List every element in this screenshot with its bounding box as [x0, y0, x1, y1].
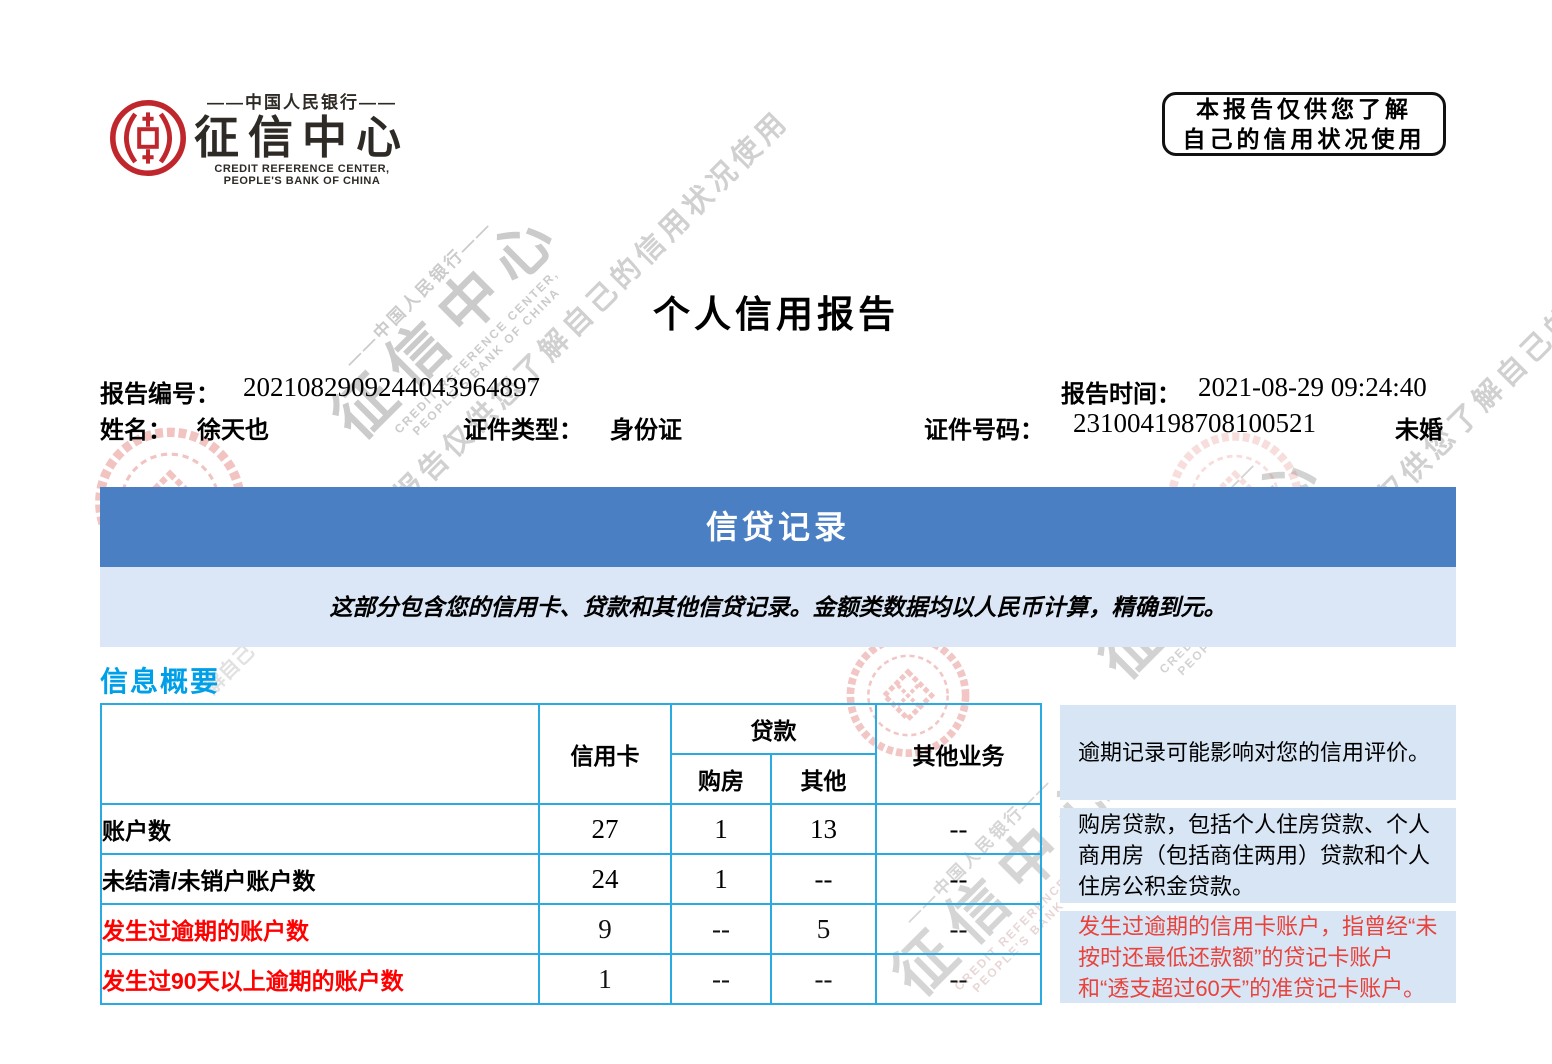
logo-center-name: 征信中心 [193, 112, 410, 163]
logo-bank-name: ——中国人民银行—— [207, 93, 397, 112]
id-type-label: 证件类型： [463, 417, 583, 444]
summary-table: 信用卡 贷款 其他业务 购房 其他 账户数 27 1 13 -- 未结清/未销户… [100, 703, 1042, 1005]
note-overdue-impact: 逾期记录可能影响对您的信用评价。 [1060, 705, 1456, 800]
col-header-loan-other: 其他 [770, 753, 877, 805]
table-row: 发生过90天以上逾期的账户数 1 -- -- -- [100, 953, 1042, 1005]
name-label: 姓名： [100, 417, 172, 444]
report-no-value: 2021082909244043964897 [243, 372, 540, 402]
pboc-emblem-icon [108, 98, 188, 183]
usage-notice-line2: 自己的信用状况使用 [1182, 126, 1426, 152]
logo-english-line2: PEOPLE'S BANK OF CHINA [223, 175, 381, 187]
usage-notice-box: 本报告仅供您了解 自己的信用状况使用 [1162, 92, 1446, 156]
report-no-label: 报告编号： [100, 381, 220, 408]
note-house-loan-definition: 购房贷款，包括个人住房贷款、个人商用房（包括商住两用）贷款和个人住房公积金贷款。 [1060, 808, 1456, 903]
usage-notice-line1: 本报告仅供您了解 [1196, 96, 1412, 122]
col-header-other-business: 其他业务 [875, 703, 1042, 805]
section-subtitle-band: 这部分包含您的信用卡、贷款和其他信贷记录。金额类数据均以人民币计算，精确到元。 [100, 567, 1456, 647]
id-no-label: 证件号码： [924, 417, 1044, 444]
logo-text-block: ——中国人民银行—— 征信中心 CREDIT REFERENCE CENTER,… [182, 88, 422, 187]
table-row: 账户数 27 1 13 -- [100, 803, 1042, 855]
report-time-value: 2021-08-29 09:24:40 [1198, 372, 1427, 402]
table-row: 发生过逾期的账户数 9 -- 5 -- [100, 903, 1042, 955]
summary-heading: 信息概要 [100, 666, 221, 697]
marital-status-value: 未婚 [1395, 417, 1443, 444]
id-no-value: 231004198708100521 [1073, 408, 1316, 438]
id-type-value: 身份证 [610, 417, 682, 444]
report-time-label: 报告时间： [1061, 381, 1181, 408]
col-header-loan: 贷款 [670, 703, 877, 755]
col-header-loan-house: 购房 [670, 753, 772, 805]
empty-corner-cell [100, 703, 540, 805]
table-header-row: 信用卡 贷款 其他业务 [100, 703, 1042, 805]
table-subheader-row: 购房 其他 [101, 753, 1041, 805]
note-overdue-card-definition: 发生过逾期的信用卡账户，指曾经“未按时还最低还款额”的贷记卡账户和“透支超过60… [1060, 911, 1456, 1003]
page-title: 个人信用报告 [653, 294, 899, 335]
name-value: 徐天也 [197, 417, 269, 444]
section-banner-credit-records: 信贷记录 [100, 487, 1456, 567]
logo-english-line1: CREDIT REFERENCE CENTER, [214, 163, 390, 175]
col-header-credit-card: 信用卡 [538, 703, 672, 805]
table-row: 未结清/未销户账户数 24 1 -- -- [100, 853, 1042, 905]
